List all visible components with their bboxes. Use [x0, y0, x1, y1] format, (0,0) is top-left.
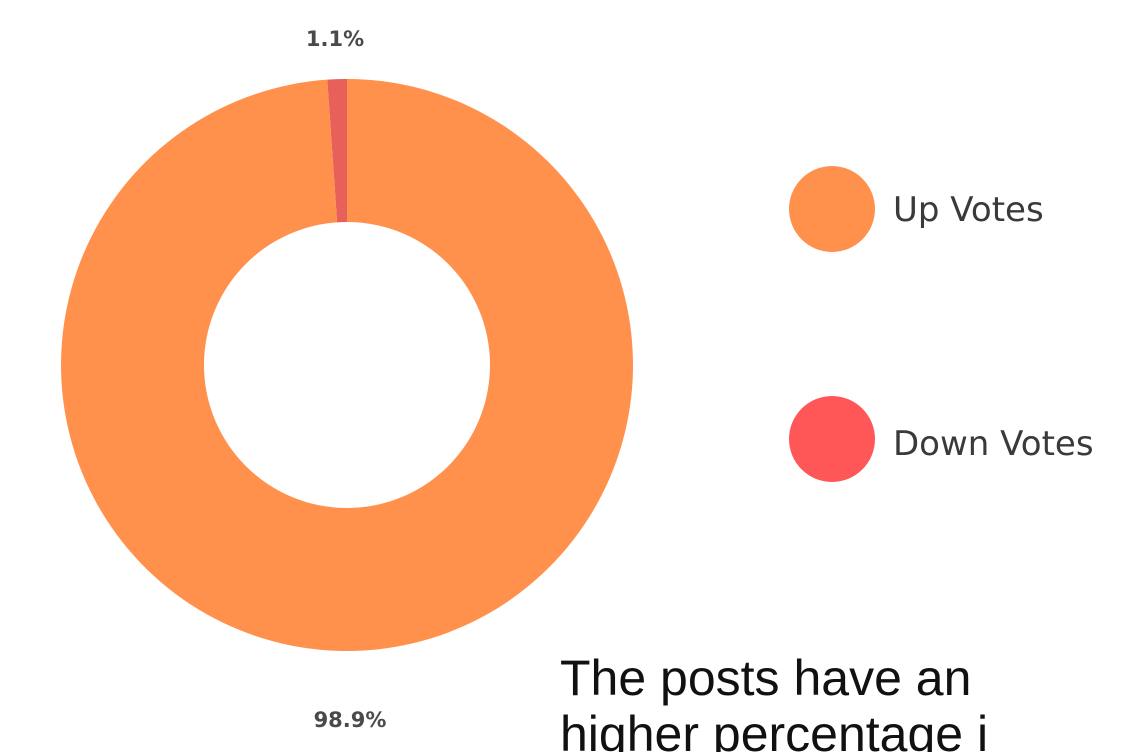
- caption-text: The posts have an higher percentage i: [560, 650, 988, 752]
- legend-label-down-votes: Down Votes: [893, 424, 1094, 464]
- legend-label-up-votes: Up Votes: [893, 190, 1044, 230]
- donut-slice-up-votes: [60, 79, 633, 651]
- caption-line-1: The posts have an: [560, 650, 972, 706]
- donut-slice-down-votes: [327, 79, 347, 223]
- legend-swatch-down-votes: [789, 396, 875, 482]
- data-label-up-votes: 98.9%: [313, 708, 387, 732]
- donut-chart: [60, 79, 633, 651]
- legend-swatch-up-votes: [789, 166, 875, 252]
- caption-line-2: higher percentage i: [560, 706, 989, 752]
- data-label-down-votes: 1.1%: [305, 27, 365, 51]
